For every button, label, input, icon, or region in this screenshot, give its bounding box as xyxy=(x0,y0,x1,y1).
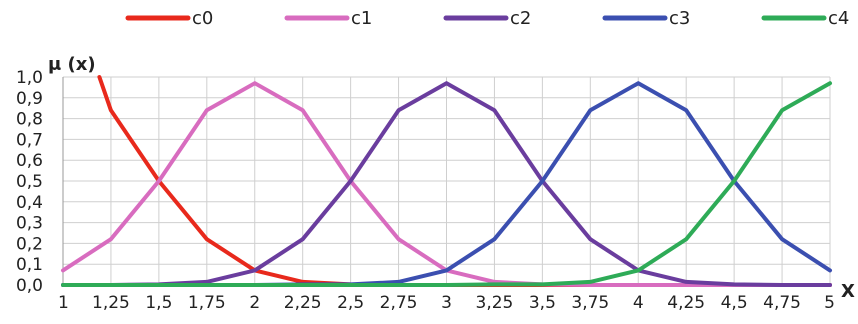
x-tick-label: 3 xyxy=(441,293,452,313)
y-tick-label: 0,6 xyxy=(16,151,43,171)
x-tick-label: 3,25 xyxy=(476,293,514,313)
legend-label-c3: c3 xyxy=(669,8,690,29)
y-tick-label: 1,0 xyxy=(16,68,43,88)
legend-label-c2: c2 xyxy=(510,8,531,29)
x-tick-label: 4,25 xyxy=(667,293,705,313)
x-tick-label: 2,75 xyxy=(380,293,418,313)
x-tick-label: 4,75 xyxy=(763,293,801,313)
x-tick-label: 4 xyxy=(633,293,644,313)
x-tick-label: 3,5 xyxy=(529,293,556,313)
legend-label-c1: c1 xyxy=(351,8,372,29)
y-axis-title: μ (x) xyxy=(48,54,96,75)
y-tick-label: 0,9 xyxy=(16,89,43,109)
x-tick-label: 1 xyxy=(58,293,69,313)
y-tick-label: 0,4 xyxy=(16,193,43,213)
x-tick-label: 2 xyxy=(249,293,260,313)
x-tick-label: 1,25 xyxy=(92,293,130,313)
y-tick-labels: 0,00,10,20,30,40,50,60,70,80,91,0 xyxy=(16,68,43,296)
x-axis-title: X xyxy=(841,281,855,302)
y-tick-label: 0,3 xyxy=(16,214,43,234)
y-tick-label: 0,0 xyxy=(16,276,43,296)
legend: c0 c1 c2 c3 c4 xyxy=(125,8,849,29)
series-line-c2 xyxy=(61,81,832,287)
x-tick-label: 4,5 xyxy=(721,293,748,313)
legend-label-c4: c4 xyxy=(828,8,849,29)
series-line-c4 xyxy=(61,81,832,287)
y-tick-label: 0,8 xyxy=(16,110,43,130)
x-tick-label: 2,5 xyxy=(337,293,364,313)
x-tick-labels: 1 1,25 1,5 1,75 2 2,25 2,5 2,75 3 3,25 3,5 3,75 4 4,2… xyxy=(58,293,835,313)
series-group xyxy=(61,75,832,287)
y-tick-label: 0,1 xyxy=(16,255,43,275)
x-tick-label: 1,5 xyxy=(145,293,172,313)
x-tick-label: 5 xyxy=(824,293,835,313)
x-tick-label: 3,75 xyxy=(571,293,609,313)
y-tick-label: 0,7 xyxy=(16,130,43,150)
y-tick-label: 0,2 xyxy=(16,234,43,254)
x-tick-label: 1,75 xyxy=(188,293,226,313)
y-tick-label: 0,5 xyxy=(16,172,43,192)
x-tick-label: 2,25 xyxy=(284,293,322,313)
legend-label-c0: c0 xyxy=(192,8,213,29)
